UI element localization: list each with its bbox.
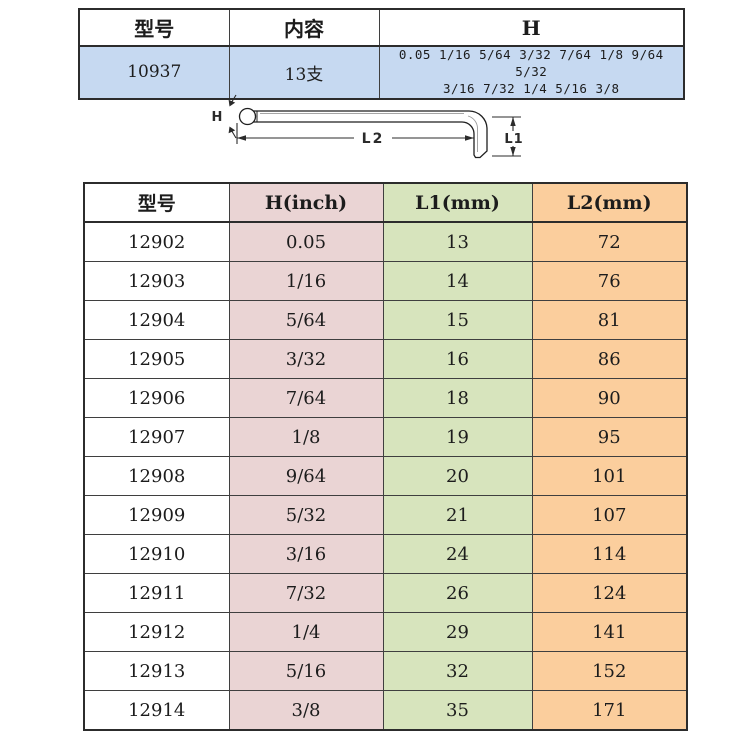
spec-cell-l2: 101 [531,456,688,496]
spec-cell-l1: 20 [382,456,533,496]
spec-cell-h: 5/16 [228,651,384,691]
spec-cell-l2: 141 [531,612,688,652]
spec-cell-model: 12903 [83,261,230,301]
spec-header-row: 型号 H(inch) L1(mm) L2(mm) [83,182,688,223]
spec-cell-l1: 16 [382,339,533,379]
dim-h [228,94,237,139]
spec-cell-l2: 90 [531,378,688,418]
spec-header-l2: L2(mm) [531,182,688,223]
spec-cell-l1: 32 [382,651,533,691]
spec-table: 型号 H(inch) L1(mm) L2(mm) 12902 0.05 13 7… [83,182,688,731]
spec-cell-model: 12911 [83,573,230,613]
dim-l1-label: L1 [504,132,523,147]
dim-h-label: H [212,110,223,125]
spec-cell-model: 12909 [83,495,230,535]
spec-cell-l2: 114 [531,534,688,574]
spec-cell-l1: 13 [382,221,533,262]
spec-cell-model: 12912 [83,612,230,652]
spec-row: 12911 7/32 26 124 [83,573,688,613]
spec-cell-h: 3/8 [228,690,384,731]
spec-row: 12910 3/16 24 114 [83,534,688,574]
dim-l2 [236,123,474,144]
spec-header-model: 型号 [83,182,230,223]
spec-row: 12902 0.05 13 72 [83,221,688,262]
summary-header-model: 型号 [78,8,230,47]
spec-cell-l2: 107 [531,495,688,535]
spec-cell-l2: 171 [531,690,688,731]
spec-cell-h: 9/64 [228,456,384,496]
spec-cell-l2: 124 [531,573,688,613]
spec-cell-model: 12910 [83,534,230,574]
summary-cell-h-sizes: 0.05 1/16 5/64 3/32 7/64 1/8 9/64 5/32 3… [378,45,685,100]
summary-header-content: 内容 [228,8,380,47]
spec-cell-l2: 81 [531,300,688,340]
spec-row: 12909 5/32 21 107 [83,495,688,535]
spec-cell-l1: 29 [382,612,533,652]
spec-cell-h: 3/32 [228,339,384,379]
summary-cell-model: 10937 [78,45,230,100]
hex-key-diagram: H L2 L1 [212,94,523,159]
spec-cell-l2: 76 [531,261,688,301]
spec-cell-h: 7/64 [228,378,384,418]
spec-cell-l2: 72 [531,221,688,262]
dim-l1 [492,116,521,157]
spec-cell-model: 12905 [83,339,230,379]
ball-end [238,107,257,126]
summary-header-h: H [378,8,685,47]
spec-header-l1: L1(mm) [382,182,533,223]
spec-cell-model: 12902 [83,221,230,262]
wrench-detail-lines [260,113,478,152]
spec-row: 12903 1/16 14 76 [83,261,688,301]
spec-header-h: H(inch) [228,182,384,223]
spec-cell-h: 3/16 [228,534,384,574]
dim-l2-label: L2 [362,131,385,147]
spec-cell-l1: 18 [382,378,533,418]
spec-cell-l1: 14 [382,261,533,301]
spec-cell-h: 1/16 [228,261,384,301]
wrench-outline [238,107,488,159]
spec-cell-h: 5/64 [228,300,384,340]
spec-cell-h: 5/32 [228,495,384,535]
spec-row: 12907 1/8 19 95 [83,417,688,457]
spec-cell-l2: 86 [531,339,688,379]
spec-cell-h: 7/32 [228,573,384,613]
h-sizes-line2: 3/16 7/32 1/4 5/16 3/8 [442,80,620,96]
summary-cell-content: 13支 [228,45,380,100]
spec-row: 12905 3/32 16 86 [83,339,688,379]
spec-cell-l2: 95 [531,417,688,457]
spec-cell-l1: 19 [382,417,533,457]
spec-cell-model: 12906 [83,378,230,418]
summary-table: 型号 内容 H 10937 13支 0.05 1/16 5/64 3/32 7/… [78,8,685,100]
spec-cell-h: 1/8 [228,417,384,457]
spec-row: 12914 3/8 35 171 [83,690,688,731]
spec-row: 12906 7/64 18 90 [83,378,688,418]
spec-cell-model: 12913 [83,651,230,691]
spec-cell-l1: 26 [382,573,533,613]
spec-cell-l2: 152 [531,651,688,691]
spec-cell-h: 1/4 [228,612,384,652]
spec-cell-h: 0.05 [228,221,384,262]
summary-data-row: 10937 13支 0.05 1/16 5/64 3/32 7/64 1/8 9… [78,45,685,100]
spec-cell-model: 12914 [83,690,230,731]
spec-cell-model: 12908 [83,456,230,496]
spec-cell-model: 12907 [83,417,230,457]
spec-row: 12913 5/16 32 152 [83,651,688,691]
spec-row: 12908 9/64 20 101 [83,456,688,496]
spec-row: 12912 1/4 29 141 [83,612,688,652]
h-sizes-line1: 0.05 1/16 5/64 3/32 7/64 1/8 9/64 5/32 [398,47,664,79]
spec-row: 12904 5/64 15 81 [83,300,688,340]
summary-header-row: 型号 内容 H [78,8,685,47]
spec-cell-l1: 21 [382,495,533,535]
spec-cell-l1: 24 [382,534,533,574]
spec-cell-l1: 35 [382,690,533,731]
spec-cell-l1: 15 [382,300,533,340]
spec-cell-model: 12904 [83,300,230,340]
